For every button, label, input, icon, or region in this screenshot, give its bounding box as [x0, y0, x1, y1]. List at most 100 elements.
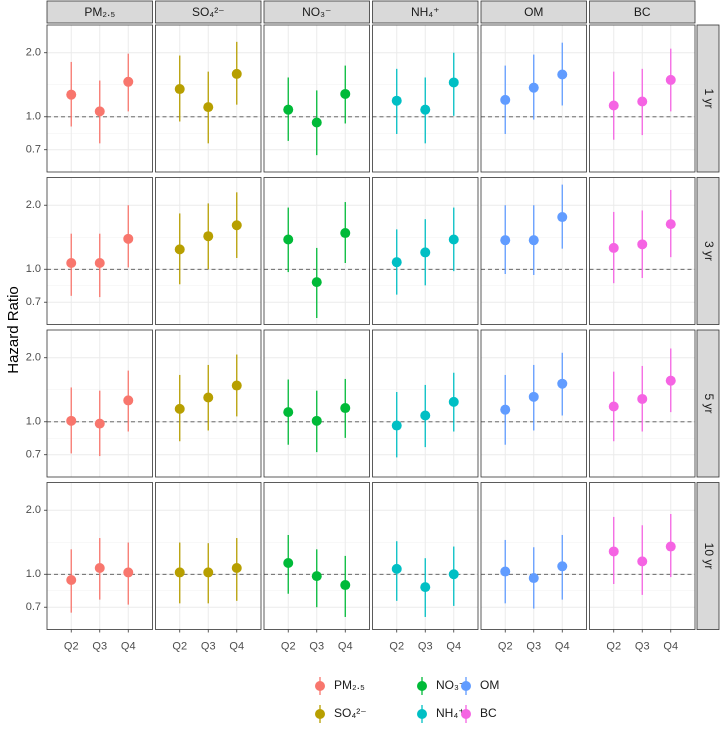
- facet-strip: [46, 0, 153, 24]
- x-tick-label: Q3: [526, 640, 541, 652]
- y-tick-label: 2.0: [26, 199, 41, 211]
- panel-border: [480, 24, 587, 173]
- point: [420, 410, 431, 421]
- x-tick-label: Q4: [338, 640, 353, 652]
- point: [231, 380, 242, 391]
- point: [528, 391, 539, 402]
- point: [391, 95, 402, 106]
- panel-border: [46, 329, 153, 478]
- y-tick-label: 1.0: [26, 568, 41, 580]
- point: [340, 228, 351, 239]
- legend-key: [417, 709, 427, 719]
- panel-border: [589, 177, 696, 325]
- point: [340, 88, 351, 99]
- facet-strip: [696, 482, 720, 630]
- y-tick-label: 2.0: [26, 352, 41, 364]
- x-tick-label: Q3: [201, 640, 216, 652]
- legend-key: [417, 681, 427, 691]
- x-tick-label: Q2: [172, 640, 187, 652]
- point: [500, 235, 511, 246]
- point: [665, 541, 676, 552]
- point: [448, 234, 459, 245]
- y-tick-label: 2.0: [26, 504, 41, 516]
- point: [203, 392, 214, 403]
- point: [500, 566, 511, 577]
- facet-strip: [696, 329, 720, 478]
- point: [203, 567, 214, 578]
- legend-label: PM₂.₅: [334, 678, 365, 692]
- point: [637, 239, 648, 250]
- legend-key: [461, 681, 471, 691]
- legend-label: NO₃⁻: [436, 678, 465, 692]
- legend-label: OM: [480, 678, 499, 692]
- point: [123, 395, 134, 406]
- facet-label: BC: [634, 5, 651, 19]
- point: [528, 235, 539, 246]
- panel-border: [155, 24, 262, 173]
- point: [174, 84, 185, 95]
- legend-label: NH₄⁺: [436, 706, 465, 720]
- panel-border: [263, 24, 370, 173]
- facet-strip: [696, 24, 720, 173]
- point: [665, 74, 676, 85]
- point: [340, 580, 351, 591]
- panel-border: [480, 329, 587, 478]
- point: [500, 94, 511, 105]
- facet-row-label: 5 yr: [702, 393, 716, 413]
- y-tick-label: 0.7: [26, 601, 41, 613]
- x-tick-label: Q3: [635, 640, 650, 652]
- point: [420, 104, 431, 115]
- x-tick-label: Q4: [121, 640, 136, 652]
- point: [174, 403, 185, 414]
- point: [557, 212, 568, 223]
- facet-row-label: 3 yr: [702, 241, 716, 261]
- panel-border: [263, 329, 370, 478]
- point: [94, 563, 105, 574]
- panel-border: [589, 24, 696, 173]
- point: [637, 556, 648, 567]
- legend-key: [315, 681, 325, 691]
- facet-label: SO₄²⁻: [192, 5, 225, 19]
- point: [311, 415, 322, 426]
- x-tick-label: Q4: [663, 640, 678, 652]
- legend-key: [315, 709, 325, 719]
- x-tick-label: Q3: [309, 640, 324, 652]
- point: [557, 561, 568, 572]
- point: [174, 244, 185, 255]
- point: [94, 418, 105, 429]
- point: [283, 557, 294, 568]
- facet-label: NO₃⁻: [302, 5, 331, 19]
- point: [231, 563, 242, 574]
- x-tick-label: Q4: [446, 640, 461, 652]
- point: [231, 220, 242, 231]
- point: [637, 393, 648, 404]
- x-tick-label: Q4: [229, 640, 244, 652]
- panel-border: [46, 24, 153, 173]
- point: [665, 375, 676, 386]
- point: [94, 106, 105, 117]
- point: [311, 571, 322, 582]
- point: [557, 69, 568, 80]
- y-tick-label: 0.7: [26, 296, 41, 308]
- point: [528, 573, 539, 584]
- point: [448, 396, 459, 407]
- point: [123, 233, 134, 244]
- x-tick-label: Q2: [281, 640, 296, 652]
- x-tick-label: Q2: [606, 640, 621, 652]
- point: [448, 77, 459, 88]
- panel-border: [46, 177, 153, 325]
- panel-border: [480, 177, 587, 325]
- point: [608, 242, 619, 253]
- y-tick-label: 2.0: [26, 47, 41, 59]
- point: [391, 257, 402, 268]
- facet-row-label: 10 yr: [702, 543, 716, 570]
- point: [174, 567, 185, 578]
- facet-row-label: 1 yr: [702, 88, 716, 108]
- point: [311, 117, 322, 128]
- y-tick-label: 1.0: [26, 263, 41, 275]
- legend-label: SO₄²⁻: [334, 706, 367, 720]
- panel-border: [155, 329, 262, 478]
- facet-strip: [155, 0, 262, 24]
